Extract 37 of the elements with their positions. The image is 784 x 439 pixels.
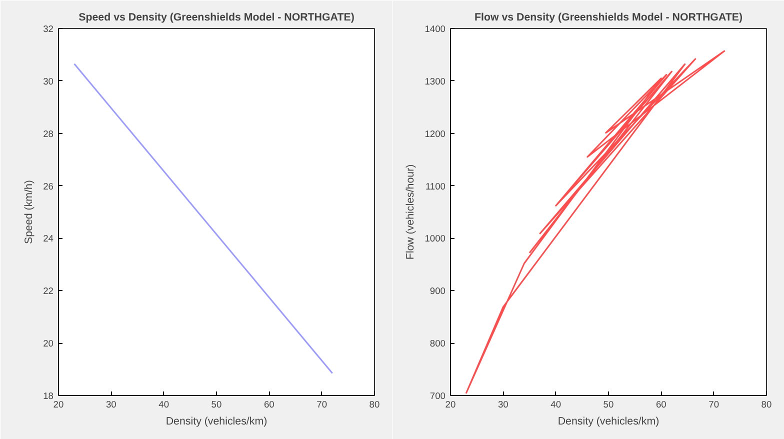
x-tick-label: 40: [550, 400, 562, 410]
y-tick-label: 26: [43, 181, 54, 192]
x-tick-label: 30: [106, 400, 116, 410]
x-tick-label: 60: [656, 400, 666, 410]
x-tick-label: 80: [761, 400, 772, 410]
y-tick-label: 1400: [424, 24, 446, 34]
chart-title: Speed vs Density (Greenshields Model - NORTHGATE): [78, 12, 355, 24]
x-tick-label: 70: [316, 400, 328, 410]
y-tick-label: 800: [430, 338, 446, 349]
y-tick-label: 1000: [424, 234, 446, 244]
y-tick-label: 1200: [424, 128, 446, 139]
x-tick-label: 60: [264, 400, 274, 410]
y-tick-label: 20: [43, 338, 54, 349]
y-tick-label: 32: [43, 24, 54, 34]
y-tick-label: 24: [43, 234, 54, 244]
x-tick-label: 50: [603, 400, 614, 410]
y-axis-title: Flow (vehicles/hour): [404, 164, 417, 260]
x-axis-title: Density (vehicles/km): [558, 416, 660, 428]
y-tick-label: 18: [43, 391, 54, 401]
x-tick-label: 80: [369, 400, 380, 410]
x-tick-label: 20: [53, 400, 64, 410]
x-tick-label: 40: [158, 400, 170, 410]
y-tick-label: 900: [430, 286, 446, 296]
y-tick-label: 1100: [425, 181, 446, 192]
y-tick-label: 30: [43, 76, 54, 86]
chart-title: Flow vs Density (Greenshields Model - NORTHGATE): [474, 12, 743, 24]
y-tick-label: 1300: [424, 76, 446, 86]
y-tick-label: 28: [43, 128, 54, 139]
y-tick-label: 22: [43, 286, 54, 296]
y-tick-label: 700: [430, 391, 446, 401]
x-tick-label: 50: [211, 400, 222, 410]
x-tick-label: 70: [708, 400, 720, 410]
line-series: [466, 50, 726, 394]
y-axis-title: Speed (km/h): [23, 180, 36, 244]
x-axis-title: Density (vehicles/km): [166, 416, 268, 428]
x-tick-label: 20: [445, 400, 456, 410]
x-tick-label: 30: [498, 400, 508, 410]
